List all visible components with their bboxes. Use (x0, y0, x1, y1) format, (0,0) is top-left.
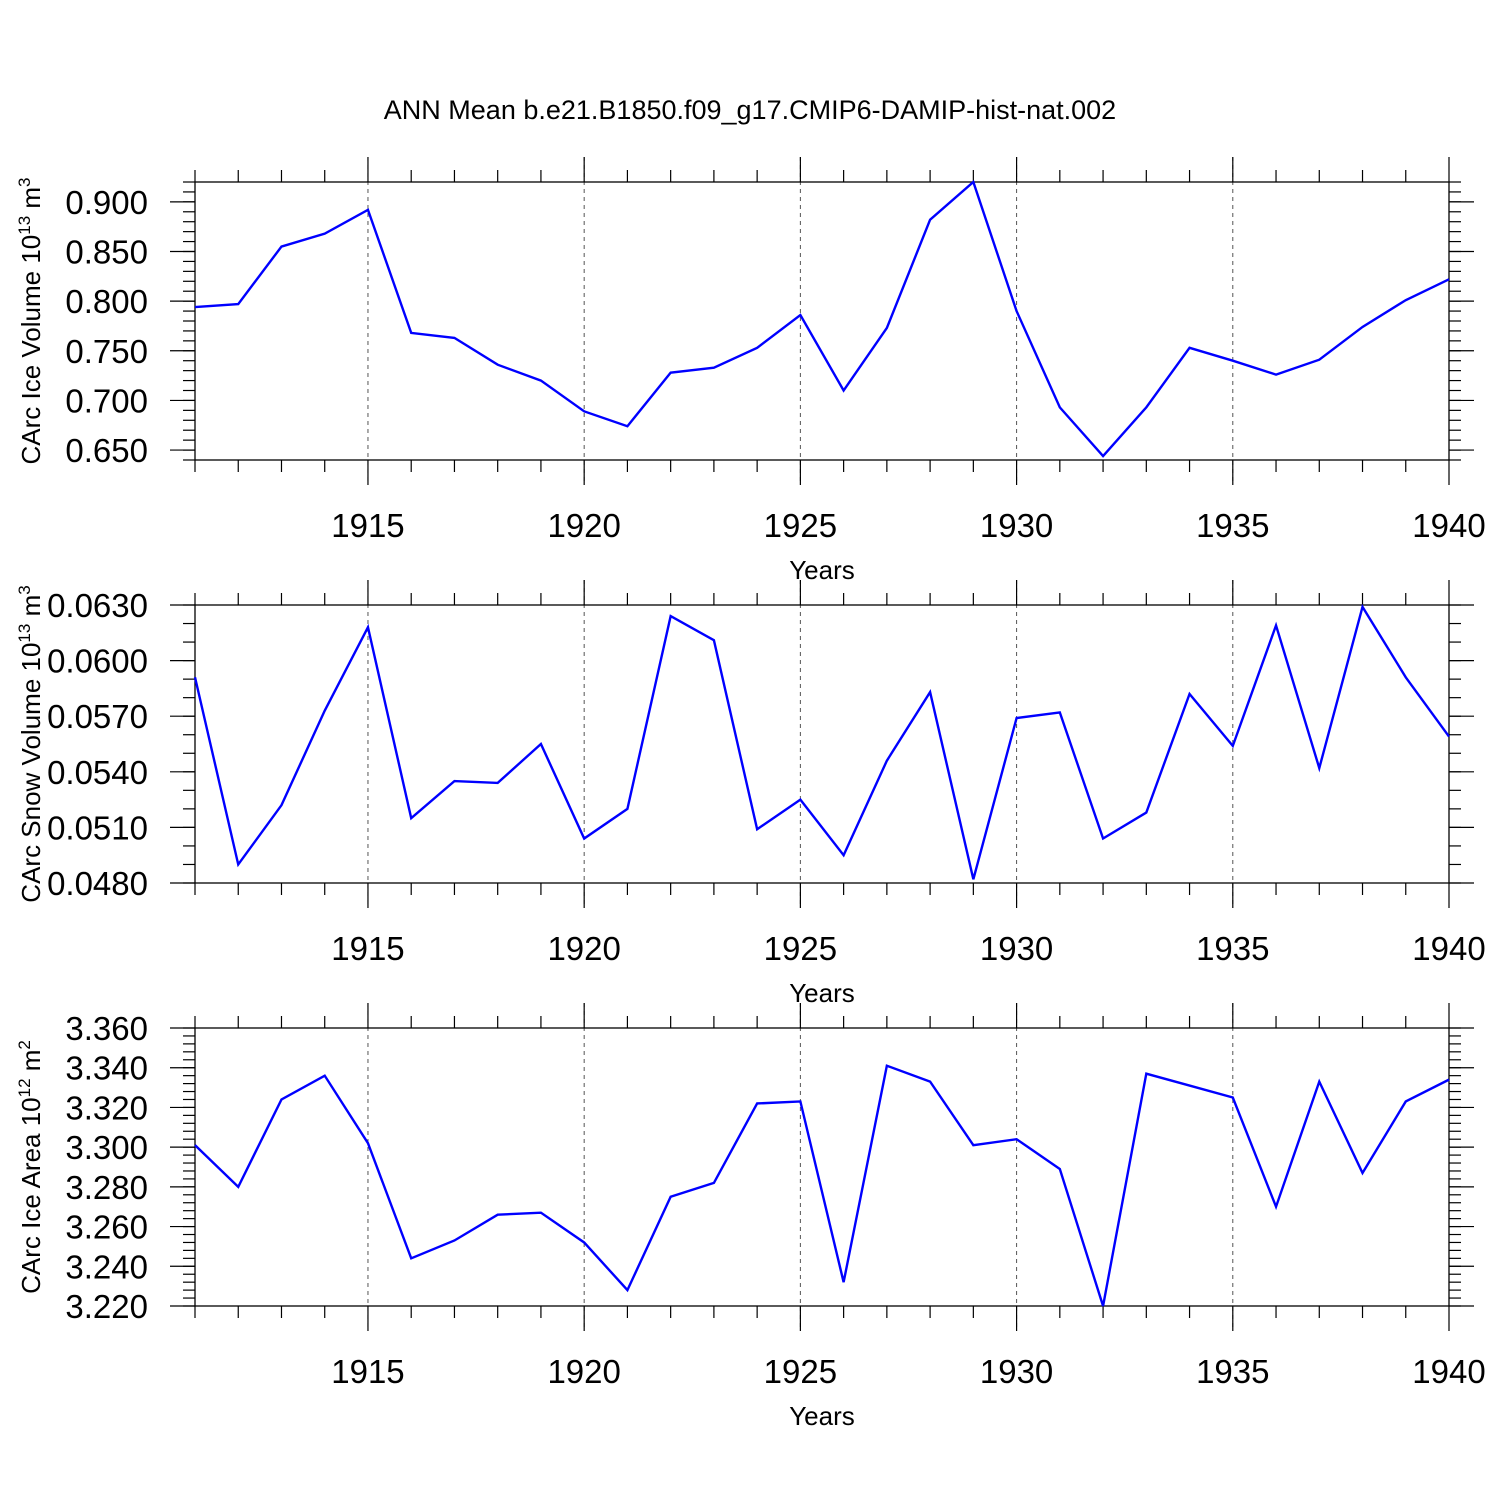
x-tick-label: 1935 (1196, 507, 1269, 544)
y-tick-label: 0.0630 (47, 587, 148, 624)
x-axis-label: Years (789, 555, 855, 585)
x-tick-label: 1925 (764, 507, 837, 544)
panels: 0.650 0.700 0.750 0.800 0.850 0.900 1915 1920 19… (15, 157, 1486, 1431)
y-tick-label: 0.0510 (47, 809, 148, 846)
x-tick-label: 1920 (547, 930, 620, 967)
x-axis-label: Years (789, 1401, 855, 1431)
y-tick-label: 3.260 (65, 1209, 148, 1246)
y-tick-label: 3.280 (65, 1169, 148, 1206)
y-tick-label: 0.650 (65, 432, 148, 469)
y-tick-label: 0.0480 (47, 865, 148, 902)
x-tick-label: 1920 (547, 1353, 620, 1390)
x-tick-label: 1935 (1196, 1353, 1269, 1390)
y-axis-label: CArc Ice Volume 1013 m3 (15, 177, 46, 464)
x-tick-label: 1940 (1412, 1353, 1485, 1390)
series-line (193, 603, 1450, 880)
x-tick-label: 1930 (980, 507, 1053, 544)
chart-panel-3: 3.2203.2403.2603.2803.3003.3203.3403.360… (15, 1003, 1486, 1431)
x-tick-label: 1925 (764, 930, 837, 967)
series-line (194, 1064, 1450, 1307)
plot-frame (194, 1027, 1450, 1307)
series-line (194, 179, 1450, 458)
y-tick-label: 0.700 (65, 382, 148, 419)
plot-frame (194, 604, 1450, 884)
x-tick-label: 1930 (980, 930, 1053, 967)
chart-panel-2: 0.0480 0.0510 0.0540 0.0570 0.0600 0.0630 1915… (15, 580, 1486, 1008)
x-tick-label: 1925 (764, 1353, 837, 1390)
y-tick-label: 0.0600 (47, 643, 148, 680)
y-tick-label: 0.900 (65, 184, 148, 221)
x-axis-label: Years (789, 978, 855, 1008)
x-tick-label: 1920 (547, 507, 620, 544)
x-tick-label: 1915 (331, 1353, 404, 1390)
y-axis-label: CArc Ice Area 1012 m2 (15, 1040, 46, 1294)
x-tick-label: 1915 (331, 507, 404, 544)
y-tick-label: 3.360 (65, 1010, 148, 1047)
y-tick-label: 3.340 (65, 1050, 148, 1087)
y-tick-label: 0.800 (65, 283, 148, 320)
x-tick-label: 1940 (1412, 930, 1485, 967)
y-tick-label: 0.0540 (47, 754, 148, 791)
chart-title: ANN Mean b.e21.B1850.f09_g17.CMIP6-DAMIP… (384, 95, 1116, 125)
y-tick-label: 3.300 (65, 1129, 148, 1166)
y-tick-label: 3.220 (65, 1288, 148, 1325)
chart-panel-1: 0.650 0.700 0.750 0.800 0.850 0.900 1915 1920 19… (15, 157, 1486, 585)
x-tick-label: 1930 (980, 1353, 1053, 1390)
y-axis-label: CArc Snow Volume 1013 m3 (15, 585, 46, 902)
y-tick-label: 0.850 (65, 234, 148, 271)
x-tick-label: 1915 (331, 930, 404, 967)
x-tick-label: 1940 (1412, 507, 1485, 544)
y-tick-label: 0.0570 (47, 698, 148, 735)
y-tick-label: 3.240 (65, 1248, 148, 1285)
x-tick-label: 1935 (1196, 930, 1269, 967)
plot-frame (194, 181, 1450, 461)
y-tick-label: 0.750 (65, 333, 148, 370)
y-tick-label: 3.320 (65, 1089, 148, 1126)
